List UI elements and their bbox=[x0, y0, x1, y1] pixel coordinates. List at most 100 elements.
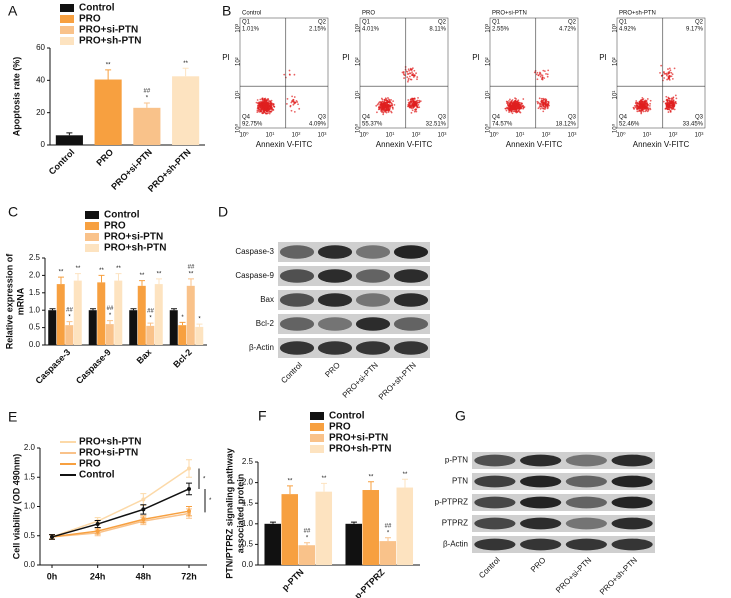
event-dot bbox=[667, 108, 669, 111]
event-dot bbox=[407, 68, 410, 71]
event-dot bbox=[507, 107, 509, 110]
legend-swatch bbox=[60, 37, 74, 45]
plot-frame bbox=[616, 17, 706, 129]
event-dot bbox=[408, 105, 411, 108]
significance-label: * bbox=[387, 530, 390, 536]
y-tick-label: 0.5 bbox=[29, 323, 41, 332]
event-dot bbox=[542, 97, 545, 100]
panel-label: A bbox=[8, 3, 18, 19]
event-dot bbox=[666, 100, 669, 103]
event-dot bbox=[537, 74, 540, 77]
bar bbox=[114, 280, 123, 345]
legend-swatch bbox=[60, 26, 74, 34]
event-dot bbox=[663, 71, 665, 73]
event-dot bbox=[516, 100, 519, 103]
event-dot bbox=[666, 78, 669, 81]
significance-label: * bbox=[149, 316, 152, 322]
x-tick-label: 10² bbox=[542, 133, 551, 139]
significance-label: * bbox=[181, 315, 184, 321]
blot-band bbox=[474, 496, 516, 509]
blot-band bbox=[565, 538, 607, 551]
event-dot bbox=[641, 104, 644, 107]
event-dot bbox=[672, 104, 675, 107]
event-dot bbox=[261, 97, 264, 100]
point bbox=[141, 517, 146, 522]
error-bar bbox=[385, 537, 392, 542]
event-dot bbox=[409, 78, 412, 81]
blot-lane-label: PRO bbox=[529, 556, 548, 575]
event-dot bbox=[393, 103, 396, 106]
blot-strip bbox=[472, 536, 655, 553]
quadrant-pct: 74.57% bbox=[492, 122, 513, 128]
quadrant-pct: 55.37% bbox=[362, 122, 383, 128]
event-dot bbox=[290, 101, 293, 104]
legend-swatch bbox=[85, 211, 99, 219]
event-dot bbox=[264, 106, 266, 108]
event-dot bbox=[508, 103, 511, 106]
event-dot bbox=[675, 102, 678, 105]
event-dot bbox=[669, 106, 671, 109]
y-tick-label: 10¹ bbox=[356, 91, 362, 100]
event-dot bbox=[673, 105, 676, 108]
y-tick-label: 2.5 bbox=[242, 457, 254, 466]
blot-band bbox=[317, 317, 353, 331]
event-dot bbox=[383, 100, 386, 102]
event-dot bbox=[543, 107, 545, 110]
event-dot bbox=[536, 100, 539, 103]
blot-band bbox=[279, 317, 315, 331]
quadrant-pct: 4.92% bbox=[619, 27, 637, 33]
blot-band bbox=[317, 245, 353, 259]
event-dot bbox=[381, 98, 384, 101]
point bbox=[141, 507, 146, 512]
event-dot bbox=[545, 73, 547, 75]
event-dot bbox=[537, 107, 540, 110]
event-dot bbox=[670, 106, 673, 109]
x-tick-label: PRO bbox=[94, 147, 115, 168]
event-dot bbox=[385, 105, 388, 108]
event-dot bbox=[646, 98, 649, 100]
blot-lane-label: PRO+sh-PTN bbox=[598, 555, 639, 596]
event-dot bbox=[659, 71, 661, 74]
blot-band bbox=[565, 454, 607, 467]
event-dot bbox=[258, 101, 261, 104]
event-dot bbox=[266, 98, 269, 100]
y-tick-label: 10³ bbox=[486, 24, 492, 33]
y-tick-label: 10³ bbox=[613, 24, 619, 33]
bar bbox=[396, 487, 414, 565]
y-tick-label: 0.0 bbox=[29, 340, 41, 349]
blot-lane-label: Control bbox=[279, 360, 304, 385]
error-bar bbox=[156, 278, 163, 285]
event-dot bbox=[509, 98, 511, 101]
x-tick-label: 48h bbox=[136, 571, 152, 581]
event-dot bbox=[543, 101, 545, 104]
blot-band bbox=[393, 245, 429, 259]
event-dot bbox=[663, 77, 666, 79]
quadrant-pct: 1.01% bbox=[242, 27, 260, 33]
event-dot bbox=[513, 107, 516, 110]
x-tick-label: 10¹ bbox=[643, 133, 652, 139]
event-dot bbox=[670, 71, 673, 74]
y-axis-label: Cell viability (OD 490nm) bbox=[11, 454, 21, 560]
blot-band bbox=[355, 269, 391, 283]
event-dot bbox=[410, 100, 413, 103]
event-dot bbox=[513, 101, 516, 104]
x-axis-label: Annexin V-FITC bbox=[256, 140, 313, 149]
quadrant-name: Q2 bbox=[438, 20, 447, 26]
event-dot bbox=[295, 100, 298, 102]
significance-label: * bbox=[203, 476, 206, 482]
event-dot bbox=[387, 109, 390, 112]
y-axis-label: Relative expression of bbox=[4, 253, 14, 350]
bar bbox=[345, 523, 362, 565]
blot-row-label: p-PTN bbox=[445, 456, 468, 465]
event-dot bbox=[510, 103, 513, 106]
significance-label: ## bbox=[304, 528, 311, 534]
x-tick-label: 10¹ bbox=[516, 133, 525, 139]
event-dot bbox=[262, 107, 265, 110]
quadrant-name: Q2 bbox=[318, 20, 327, 26]
event-dot bbox=[667, 111, 670, 113]
x-tick-label: 10¹ bbox=[386, 133, 395, 139]
event-dot bbox=[412, 101, 415, 104]
event-dot bbox=[385, 103, 388, 106]
event-dot bbox=[664, 102, 667, 105]
event-dot bbox=[271, 102, 273, 105]
